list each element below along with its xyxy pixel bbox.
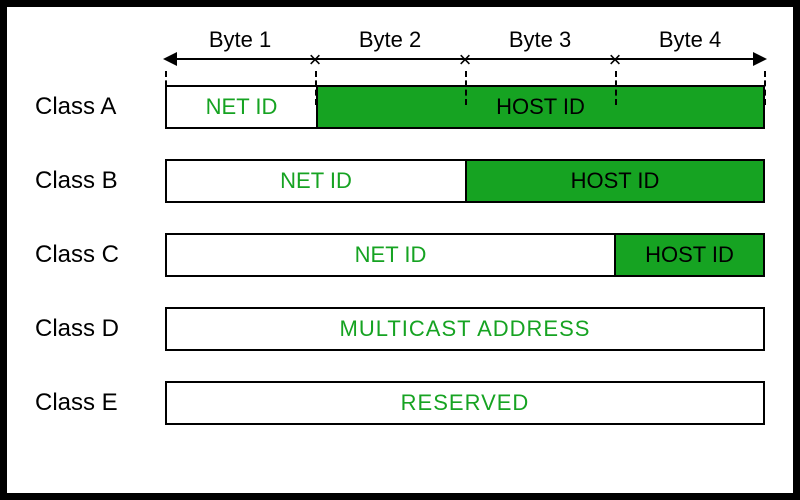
class-label: Class C: [35, 241, 165, 269]
byte-label-4: Byte 4: [615, 27, 765, 53]
arrow-left-head: [163, 52, 177, 66]
host-id-segment: HOST ID: [465, 161, 763, 201]
tick-x-icon: ×: [459, 47, 472, 73]
byte-header: Byte 1 Byte 2 Byte 3 Byte 4 × × ×: [165, 27, 765, 85]
net-id-segment: NET ID: [167, 235, 614, 275]
address-bar: NET IDHOST ID: [165, 233, 765, 277]
byte-label-1: Byte 1: [165, 27, 315, 53]
address-bar: RESERVED: [165, 381, 765, 425]
dashed-guide: [465, 71, 467, 105]
address-bar: MULTICAST ADDRESS: [165, 307, 765, 351]
address-bar: NET IDHOST ID: [165, 159, 765, 203]
host-id-segment: HOST ID: [316, 87, 763, 127]
class-label: Class B: [35, 167, 165, 195]
host-id-segment: HOST ID: [614, 235, 763, 275]
dashed-guide: [315, 71, 317, 105]
diagram-frame: Byte 1 Byte 2 Byte 3 Byte 4 × × × Class …: [0, 0, 800, 500]
byte-label-3: Byte 3: [465, 27, 615, 53]
class-label: Class A: [35, 93, 165, 121]
dashed-guide: [615, 71, 617, 105]
class-row: Class ANET IDHOST ID: [35, 85, 765, 129]
class-label: Class D: [35, 315, 165, 343]
rows-container: Class ANET IDHOST IDClass BNET IDHOST ID…: [35, 85, 765, 425]
dashed-guide: [165, 71, 167, 105]
net-id-segment: NET ID: [167, 161, 465, 201]
dashed-guide: [764, 71, 766, 105]
arrow-right-head: [753, 52, 767, 66]
byte-label-2: Byte 2: [315, 27, 465, 53]
tick-x-icon: ×: [309, 47, 322, 73]
class-label: Class E: [35, 389, 165, 417]
net-id-segment: NET ID: [167, 87, 316, 127]
class-row: Class ERESERVED: [35, 381, 765, 425]
tick-x-icon: ×: [609, 47, 622, 73]
full-segment: MULTICAST ADDRESS: [167, 309, 763, 349]
full-segment: RESERVED: [167, 383, 763, 423]
class-row: Class BNET IDHOST ID: [35, 159, 765, 203]
class-row: Class DMULTICAST ADDRESS: [35, 307, 765, 351]
class-row: Class CNET IDHOST ID: [35, 233, 765, 277]
